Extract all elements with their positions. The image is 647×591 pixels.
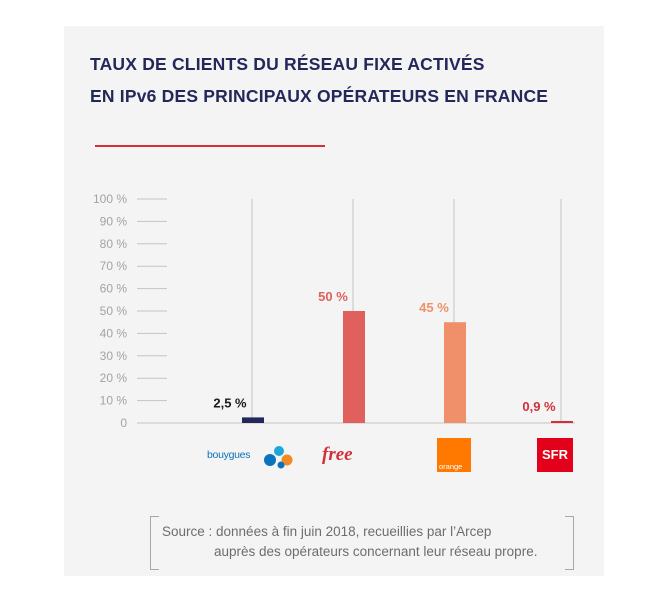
bar-sfr (551, 420, 573, 423)
free-logo: free (322, 444, 382, 470)
source-line2: auprès des opérateurs concernant leur ré… (214, 544, 538, 559)
chart-title: TAUX DE CLIENTS DU RÉSEAU FIXE ACTIVÉS E… (90, 48, 548, 112)
sfr-logo: SFR (537, 438, 573, 472)
title-underline (95, 145, 325, 147)
bouygues-logo: bouygues (207, 440, 297, 470)
bouygues-logo-text: bouygues (207, 449, 251, 461)
orange-logo-text: orange (439, 462, 463, 471)
free-logo-text: free (322, 444, 353, 465)
source-bracket-right (565, 516, 574, 570)
bar-bouygues (242, 417, 264, 423)
bouygues-bubbles-icon (264, 446, 293, 469)
y-tick-label: 0 (120, 416, 127, 430)
source-bracket-left (150, 516, 159, 570)
bar-orange (444, 322, 466, 423)
y-tick-label: 60 % (100, 282, 128, 296)
source-note: Source : données à fin juin 2018, recuei… (150, 516, 574, 570)
y-tick-label: 90 % (100, 214, 128, 228)
source-line1: Source : données à fin juin 2018, recuei… (162, 524, 492, 539)
y-tick-label: 30 % (100, 349, 128, 363)
y-tick-label: 70 % (100, 259, 128, 273)
y-tick-label: 50 % (100, 304, 128, 318)
bar-value-label: 2,5 % (213, 395, 247, 410)
bar-value-label: 45 % (419, 300, 449, 315)
orange-logo: orange (437, 438, 471, 472)
y-tick-label: 40 % (100, 326, 128, 340)
y-tick-label: 80 % (100, 237, 128, 251)
y-tick-label: 10 % (100, 394, 128, 408)
y-tick-label: 20 % (100, 371, 128, 385)
chart-title-line2: EN IPv6 DES PRINCIPAUX OPÉRATEURS EN FRA… (90, 86, 549, 106)
bar-free (343, 311, 365, 423)
bar-value-label: 0,9 % (522, 399, 556, 414)
chart-title-line1: TAUX DE CLIENTS DU RÉSEAU FIXE ACTIVÉS (90, 54, 485, 74)
sfr-logo-text: SFR (542, 447, 568, 462)
y-tick-label: 100 % (93, 192, 127, 206)
infographic-card (64, 26, 604, 576)
bar-value-label: 50 % (318, 289, 348, 304)
